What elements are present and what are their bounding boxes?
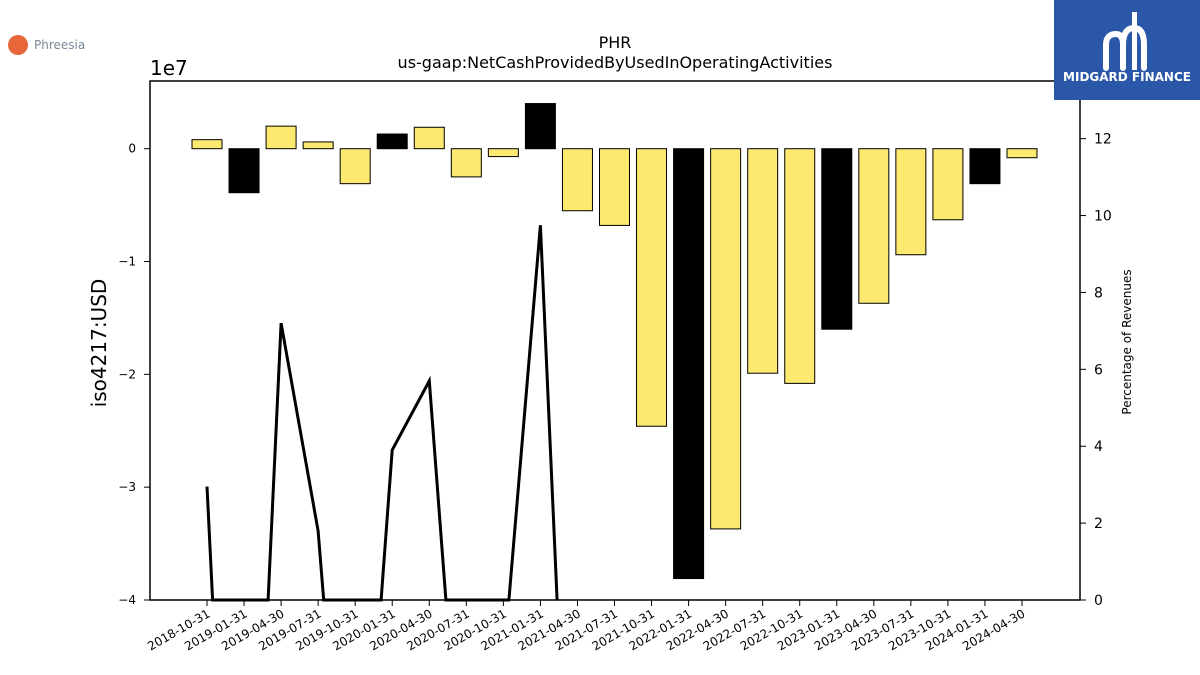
- y-tick-label: −2: [118, 367, 136, 381]
- y-tick-label: 0: [128, 142, 136, 156]
- y-tick-label: −3: [118, 480, 136, 494]
- chart-subtitle: us-gaap:NetCashProvidedByUsedInOperating…: [398, 53, 833, 72]
- y2-axis-label: Percentage of Revenues: [1120, 269, 1134, 414]
- y-tick-label: −1: [118, 255, 136, 269]
- y-axis-label: iso4217:USD: [87, 279, 111, 408]
- bar: [599, 148, 630, 226]
- bar: [784, 148, 816, 384]
- bar: [561, 148, 593, 212]
- y2-tick-label: 4: [1094, 439, 1103, 455]
- bar: [932, 148, 964, 221]
- bar: [636, 148, 668, 427]
- y2-tick-label: 0: [1094, 593, 1103, 609]
- y2-tick-label: 2: [1094, 516, 1103, 532]
- company-name: Phreesia: [34, 38, 86, 52]
- bar: [673, 148, 705, 580]
- bar: [858, 148, 890, 304]
- y-offset-label: 1e7: [150, 56, 188, 80]
- bar: [710, 148, 742, 530]
- bar: [487, 148, 519, 158]
- bar: [228, 148, 260, 194]
- bar: [821, 148, 853, 330]
- y-tick-label: −4: [118, 593, 136, 607]
- y2-tick-label: 6: [1094, 362, 1103, 378]
- bar: [302, 141, 334, 150]
- bar: [413, 126, 445, 150]
- bar: [524, 103, 556, 150]
- bar: [450, 148, 482, 178]
- y2-tick-label: 12: [1094, 132, 1112, 148]
- bar: [1006, 148, 1038, 159]
- brand-m-icon: [1103, 12, 1147, 71]
- bar: [339, 148, 371, 185]
- bar: [747, 148, 779, 374]
- y2-tick-label: 8: [1094, 285, 1103, 301]
- company-logo-icon: [8, 35, 28, 55]
- y2-tick-label: 10: [1094, 209, 1112, 225]
- company-logo: Phreesia: [8, 35, 85, 55]
- bar: [969, 148, 1001, 185]
- bar: [376, 133, 408, 150]
- bar: [191, 139, 223, 150]
- bar: [895, 148, 927, 256]
- brand-logo: MIDGARD FINANCE: [1054, 0, 1200, 100]
- bar: [265, 125, 297, 150]
- brand-name: MIDGARD FINANCE: [1063, 70, 1191, 84]
- percentage-line: [205, 225, 559, 602]
- chart-title: PHR: [599, 33, 632, 52]
